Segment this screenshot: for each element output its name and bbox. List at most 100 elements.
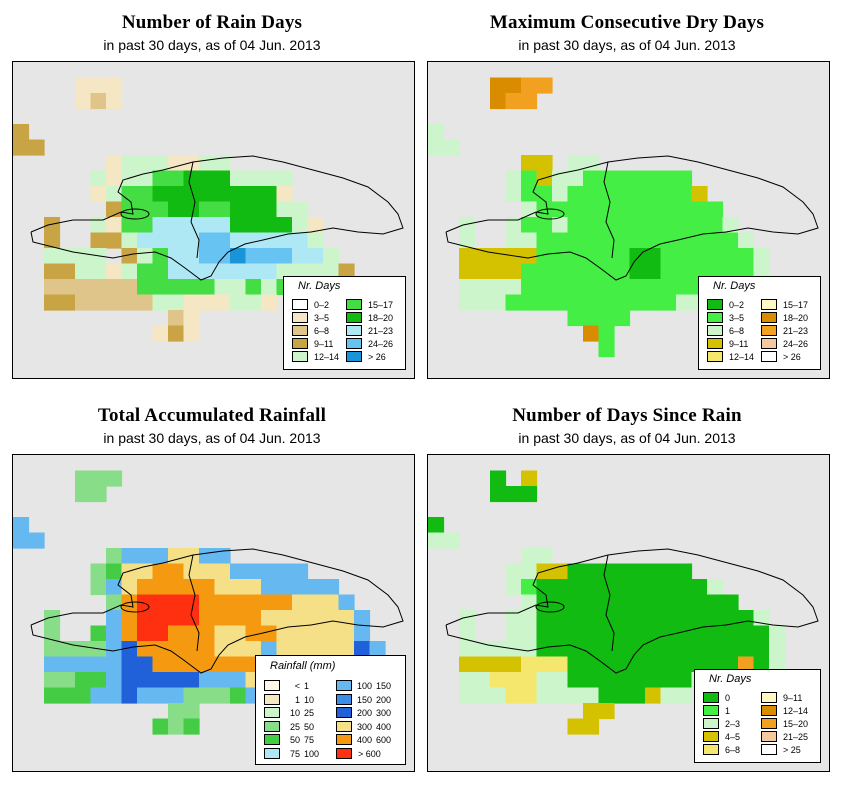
grid-cell xyxy=(137,232,154,249)
grid-cell xyxy=(199,641,216,658)
grid-cell xyxy=(121,672,138,689)
grid-cell xyxy=(354,641,371,658)
grid-cell xyxy=(214,217,231,234)
grid-cell xyxy=(183,279,200,296)
grid-cell xyxy=(629,201,646,218)
grid-cell xyxy=(168,548,185,565)
grid-cell xyxy=(137,548,154,565)
grid-cell xyxy=(121,232,138,249)
grid-cell xyxy=(676,594,693,611)
grid-cell xyxy=(168,217,185,234)
grid-cell xyxy=(614,310,631,327)
grid-cell xyxy=(645,641,662,658)
grid-cell xyxy=(292,610,309,627)
grid-cell xyxy=(505,263,522,280)
grid-cell xyxy=(567,263,584,280)
grid-cell xyxy=(567,248,584,265)
grid-cell xyxy=(230,248,247,265)
grid-cell xyxy=(168,186,185,203)
grid-cell xyxy=(707,641,724,658)
grid-cell xyxy=(567,155,584,172)
legend-swatch xyxy=(761,692,777,703)
grid-cell xyxy=(536,248,553,265)
grid-cell xyxy=(645,610,662,627)
grid-cell xyxy=(152,687,169,704)
grid-cell xyxy=(245,201,262,218)
grid-cell xyxy=(75,294,92,311)
grid-cell xyxy=(459,625,476,642)
legend-label: > 26 xyxy=(368,352,386,362)
grid-cell xyxy=(660,672,677,689)
rain-days-map: Nr. Days 0–2 3–5 6–8 9–11 12–14 15–17 18–20 21–… xyxy=(12,61,415,379)
legend-label: 12–14 xyxy=(783,706,809,716)
grid-cell xyxy=(707,263,724,280)
grid-cell xyxy=(583,325,600,342)
grid-cell xyxy=(660,594,677,611)
grid-cell xyxy=(629,625,646,642)
grid-cell xyxy=(245,594,262,611)
grid-cell xyxy=(598,248,615,265)
legend-range-low: 1 xyxy=(294,694,300,705)
grid-cell xyxy=(307,641,324,658)
grid-cell xyxy=(598,232,615,249)
grid-cell xyxy=(490,672,507,689)
grid-cell xyxy=(505,687,522,704)
grid-cell xyxy=(261,232,278,249)
grid-cell xyxy=(245,186,262,203)
grid-cell xyxy=(691,579,708,596)
grid-cell xyxy=(168,248,185,265)
grid-cell xyxy=(474,263,491,280)
grid-cell xyxy=(214,625,231,642)
grid-cell xyxy=(106,232,123,249)
grid-cell xyxy=(152,232,169,249)
grid-cell xyxy=(106,294,123,311)
grid-cell xyxy=(230,186,247,203)
grid-cell xyxy=(90,93,107,110)
grid-cell xyxy=(490,656,507,673)
grid-cell xyxy=(121,217,138,234)
legend-range-low: 10 xyxy=(289,708,300,718)
grid-cell xyxy=(505,625,522,642)
legend-label: 9–11 xyxy=(783,693,803,703)
grid-cell xyxy=(676,263,693,280)
grid-cell xyxy=(245,610,262,627)
grid-cell xyxy=(137,263,154,280)
grid-cell xyxy=(152,217,169,234)
grid-cell xyxy=(75,486,92,503)
grid-cell xyxy=(567,170,584,187)
grid-cell xyxy=(276,232,293,249)
grid-cell xyxy=(292,625,309,642)
grid-cell xyxy=(629,232,646,249)
grid-cell xyxy=(536,656,553,673)
grid-cell xyxy=(168,610,185,627)
grid-cell xyxy=(660,656,677,673)
grid-cell xyxy=(199,594,216,611)
grid-cell xyxy=(645,201,662,218)
grid-cell xyxy=(474,294,491,311)
grid-cell xyxy=(183,594,200,611)
grid-cell xyxy=(276,263,293,280)
grid-cell xyxy=(521,687,538,704)
grid-cell xyxy=(168,232,185,249)
grid-cell xyxy=(245,217,262,234)
grid-cell xyxy=(707,625,724,642)
grid-cell xyxy=(614,687,631,704)
legend-swatch xyxy=(703,744,719,755)
grid-cell xyxy=(614,248,631,265)
grid-cell xyxy=(738,641,755,658)
grid-cell xyxy=(230,279,247,296)
grid-cell xyxy=(598,703,615,720)
grid-cell xyxy=(137,186,154,203)
grid-cell xyxy=(567,594,584,611)
legend-swatch xyxy=(761,705,777,716)
grid-cell xyxy=(645,672,662,689)
grid-cell xyxy=(152,325,169,342)
grid-cell xyxy=(707,656,724,673)
grid-cell xyxy=(152,610,169,627)
grid-cell xyxy=(629,687,646,704)
grid-cell xyxy=(490,687,507,704)
grid-cell xyxy=(75,641,92,658)
grid-cell xyxy=(474,687,491,704)
legend-label: 0 xyxy=(725,693,731,703)
legend-label: 2–3 xyxy=(725,719,741,729)
